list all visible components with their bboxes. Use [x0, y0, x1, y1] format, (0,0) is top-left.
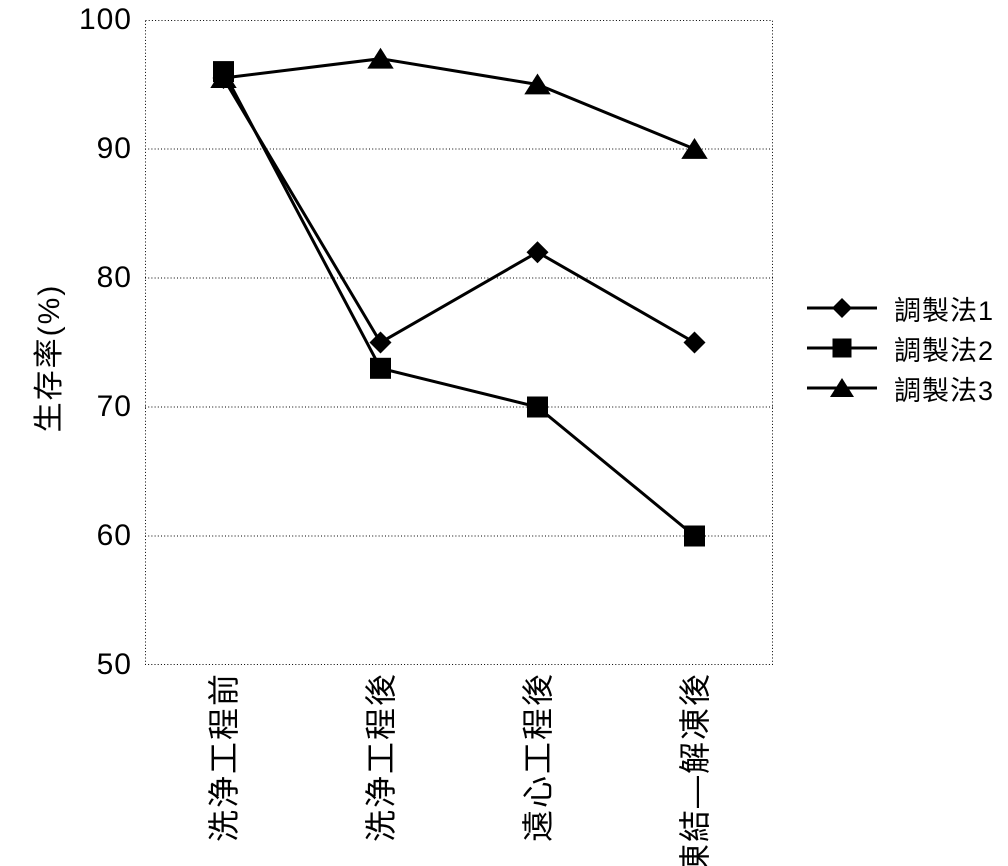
square-marker-icon: [807, 338, 877, 358]
legend-item-series3: 調製法3: [806, 368, 994, 408]
legend-label-series3: 調製法3: [894, 375, 995, 406]
y-tick-label-100: 100: [78, 3, 132, 36]
legend-label-series2: 調製法2: [894, 335, 995, 366]
triangle-marker-icon: [807, 378, 877, 397]
x-category-label-2: 洗浄工程後: [363, 672, 399, 843]
diamond-marker-icon: [807, 298, 877, 318]
legend-label-series1: 調製法1: [894, 295, 995, 326]
x-category-label-3: 遠心工程後: [520, 672, 556, 843]
y-tick-label-60: 60: [96, 519, 132, 552]
y-tick-label-90: 90: [96, 132, 132, 165]
plot-svg: [145, 20, 773, 665]
legend-item-series1: 調製法1: [806, 288, 994, 328]
y-tick-label-70: 70: [96, 390, 132, 423]
y-tick-label-50: 50: [96, 648, 132, 681]
y-tick-label-80: 80: [96, 261, 132, 294]
x-category-label-1: 洗浄工程前: [206, 672, 242, 843]
legend: 調製法1 調製法2 調製法3: [806, 288, 994, 408]
legend-item-series2: 調製法2: [806, 328, 994, 368]
x-category-label-4: 凍結―解凍後: [677, 672, 713, 866]
